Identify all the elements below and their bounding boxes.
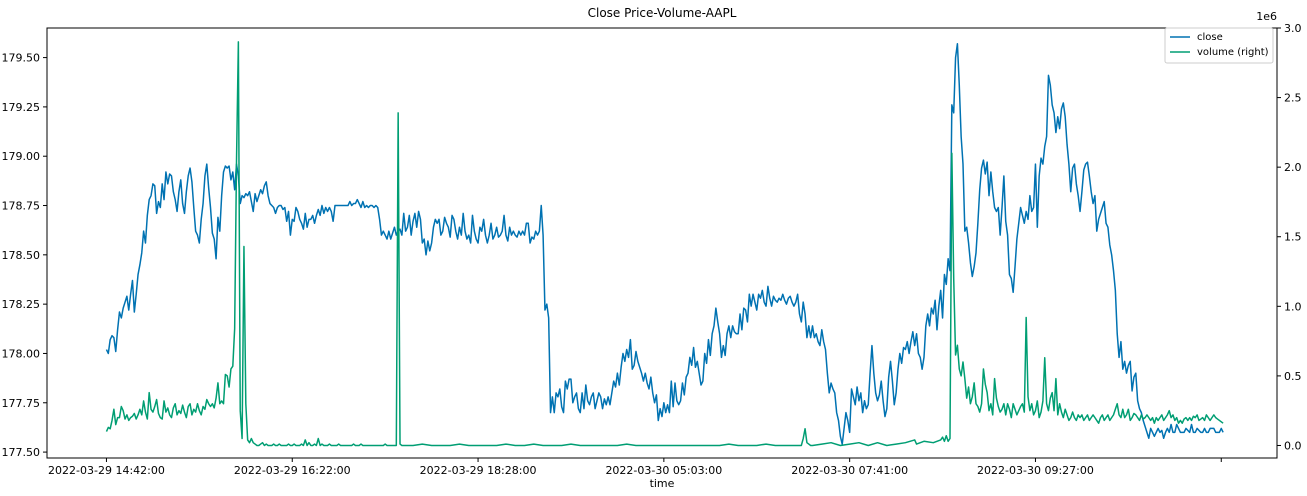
y2-tick-label: 0.0: [1284, 439, 1302, 452]
x-tick-label: 2022-03-30 05:03:00: [605, 464, 722, 477]
y-tick-label: 179.00: [2, 150, 41, 163]
y2-tick-label: 1.0: [1284, 300, 1302, 313]
series-line-volume: [105, 41, 1224, 447]
y-tick-label: 178.00: [2, 347, 41, 360]
y2-tick-label: 3.0: [1284, 22, 1302, 35]
y2-tick-label: 2.5: [1284, 92, 1302, 105]
y-tick-label: 179.50: [2, 52, 41, 65]
y2-tick-label: 2.0: [1284, 161, 1302, 174]
legend-label-close: close: [1197, 32, 1223, 43]
y-tick-label: 177.75: [2, 397, 41, 410]
x-tick-label: 2022-03-30 09:27:00: [977, 464, 1094, 477]
axes-group: 2022-03-29 14:42:00 2022-03-29 16:22:00 20…: [2, 22, 1302, 477]
plot-frame: [46, 27, 1278, 459]
legend-box: [1164, 27, 1274, 64]
y-tick-label: 178.75: [2, 200, 41, 213]
y-tick-label: 179.25: [2, 101, 41, 114]
chart-title: Close Price-Volume-AAPL: [588, 6, 737, 20]
plot-area: [105, 41, 1224, 447]
y-tick-label: 177.50: [2, 446, 41, 459]
y-tick-label: 178.50: [2, 249, 41, 262]
y-tick-label: 178.25: [2, 298, 41, 311]
right-axis-offset-text: 1e6: [1256, 10, 1277, 23]
x-tick-label: 2022-03-30 07:41:00: [791, 464, 908, 477]
legend-label-volume: volume (right): [1197, 47, 1269, 58]
x-tick-label: 2022-03-29 18:28:00: [420, 464, 537, 477]
y2-tick-label: 1.5: [1284, 231, 1302, 244]
y2-tick-label: 0.5: [1284, 370, 1302, 383]
x-tick-label: 2022-03-29 16:22:00: [234, 464, 351, 477]
x-axis-label: time: [650, 477, 675, 490]
series-line-close: [105, 43, 1224, 445]
x-tick-label: 2022-03-29 14:42:00: [48, 464, 165, 477]
legend: close volume (right): [1164, 27, 1274, 64]
